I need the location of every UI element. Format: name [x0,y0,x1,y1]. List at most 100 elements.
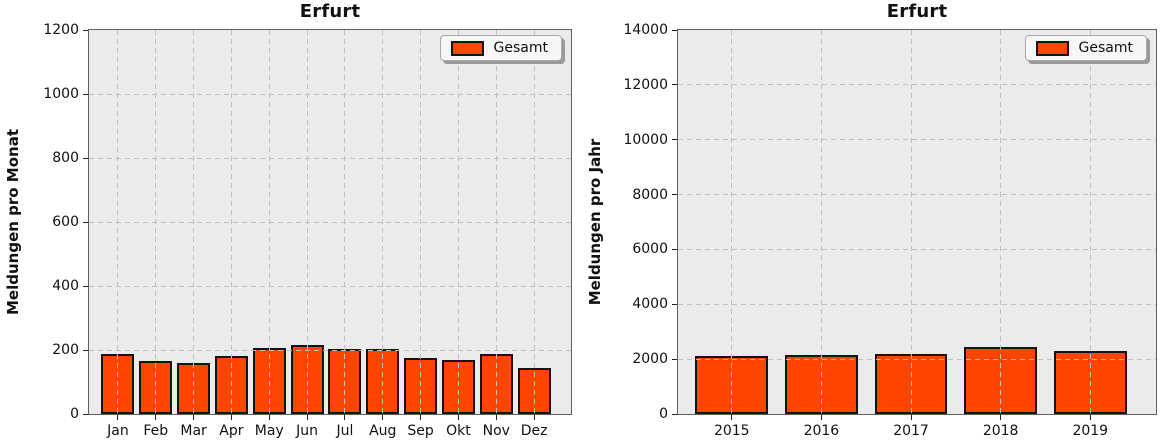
v-gridline [193,30,195,414]
bar-mar [177,363,211,414]
v-gridline [268,30,270,414]
y-axis-label: Meldungen pro Monat [4,128,22,316]
bar-2017 [874,354,948,414]
x-tick-label: Okt [446,423,471,439]
v-gridline [306,30,308,414]
bar-sep [404,358,438,414]
x-tick-mark [382,415,384,420]
h-gridline [678,248,1156,250]
h-gridline [89,285,571,287]
x-tick-mark [420,415,422,420]
x-tick-label: May [254,423,284,439]
y-tick-mark [83,93,88,95]
x-tick-mark [910,415,912,420]
y-tick-label: 0 [659,406,668,422]
x-tick-mark [1089,415,1091,420]
y-tick-label: 4000 [632,296,668,313]
chart-title: Erfurt [886,1,948,22]
y-tick-label: 200 [52,342,79,358]
x-tick-mark [230,415,232,420]
x-tick-label: Mar [180,423,207,439]
x-tick-mark [268,415,270,420]
y-tick-label: 8000 [632,186,668,203]
x-tick-label: 2018 [982,423,1019,439]
y-tick-mark [672,303,677,305]
plot-area: Gesamt 0 200 400 600 800 1000 1200 Jan Feb Mar Apr… [43,22,572,439]
v-gridline [1089,30,1091,414]
grid-layer [678,30,1156,414]
x-tick-mark [193,415,195,420]
bar-may [252,348,286,414]
y-tick-label: 600 [52,214,79,230]
y-tick-mark [672,194,677,196]
y-tick-label: 6000 [632,241,668,258]
y-tick-mark [83,413,88,415]
bar-jan [101,354,135,414]
x-tick-mark [533,415,535,420]
bar-feb [139,361,173,414]
y-tick-label: 14000 [623,22,668,38]
y-tick-label: 2000 [632,351,668,368]
x-tick-mark [731,415,733,420]
x-tick-label: Jun [296,423,319,439]
x-tick-label: Aug [369,423,397,439]
y-tick-mark [672,29,677,31]
figure-monthly: Erfurt Meldungen pro Monat Gesamt 0 200 40… [4,1,572,439]
x-tick-label: 2016 [803,423,840,439]
x-tick-mark [457,415,459,420]
grid-layer [89,30,571,414]
y-tick-label: 400 [52,278,79,294]
bars-layer [678,30,1156,414]
v-gridline [495,30,497,414]
y-tick-mark [672,358,677,360]
bar-okt [441,360,475,414]
v-gridline [457,30,459,414]
v-gridline [117,30,119,414]
y-tick-label: 1200 [43,22,79,38]
y-tick-mark [672,139,677,141]
y-tick-label: 0 [70,406,79,422]
x-tick-label: Apr [219,423,244,439]
y-tick-mark [83,285,88,287]
h-gridline [678,303,1156,305]
x-tick-mark [155,415,157,420]
v-gridline [420,30,422,414]
legend-swatch-gesamt [450,40,484,56]
y-tick-mark [83,349,88,351]
y-tick-label: 800 [52,150,79,166]
h-gridline [678,358,1156,360]
y-tick-mark [83,157,88,159]
h-gridline [678,84,1156,86]
v-gridline [382,30,384,414]
h-gridline [89,157,571,159]
legend-label: Gesamt [493,40,548,56]
x-tick-label: Nov [482,423,510,439]
x-tick-label: 2017 [893,423,929,439]
h-gridline [89,221,571,223]
x-tick-label: Jan [107,423,129,439]
y-tick-label: 10000 [623,131,668,148]
bar-jun [290,345,324,414]
bar-2019 [1053,351,1127,414]
x-tick-mark [820,415,822,420]
v-gridline [731,30,733,414]
v-gridline [910,30,912,414]
bar-apr [214,356,248,414]
y-axis-label: Meldungen pro Jahr [586,138,604,306]
v-gridline [1000,30,1002,414]
v-gridline [344,30,346,414]
x-tick-label: Feb [143,423,169,439]
y-tick-mark [83,29,88,31]
plot-area: Gesamt 0 2000 4000 6000 8000 10000 12000 14000 2… [623,22,1157,439]
h-gridline [89,349,571,351]
y-tick-mark [672,84,677,86]
v-gridline [533,30,535,414]
v-gridline [820,30,822,414]
legend: Gesamt [1024,35,1147,61]
bar-2015 [695,356,769,414]
x-tick-mark [117,415,119,420]
x-tick-mark [495,415,497,420]
bar-nov [479,354,513,414]
h-gridline [678,194,1156,196]
bar-2018 [964,347,1037,414]
